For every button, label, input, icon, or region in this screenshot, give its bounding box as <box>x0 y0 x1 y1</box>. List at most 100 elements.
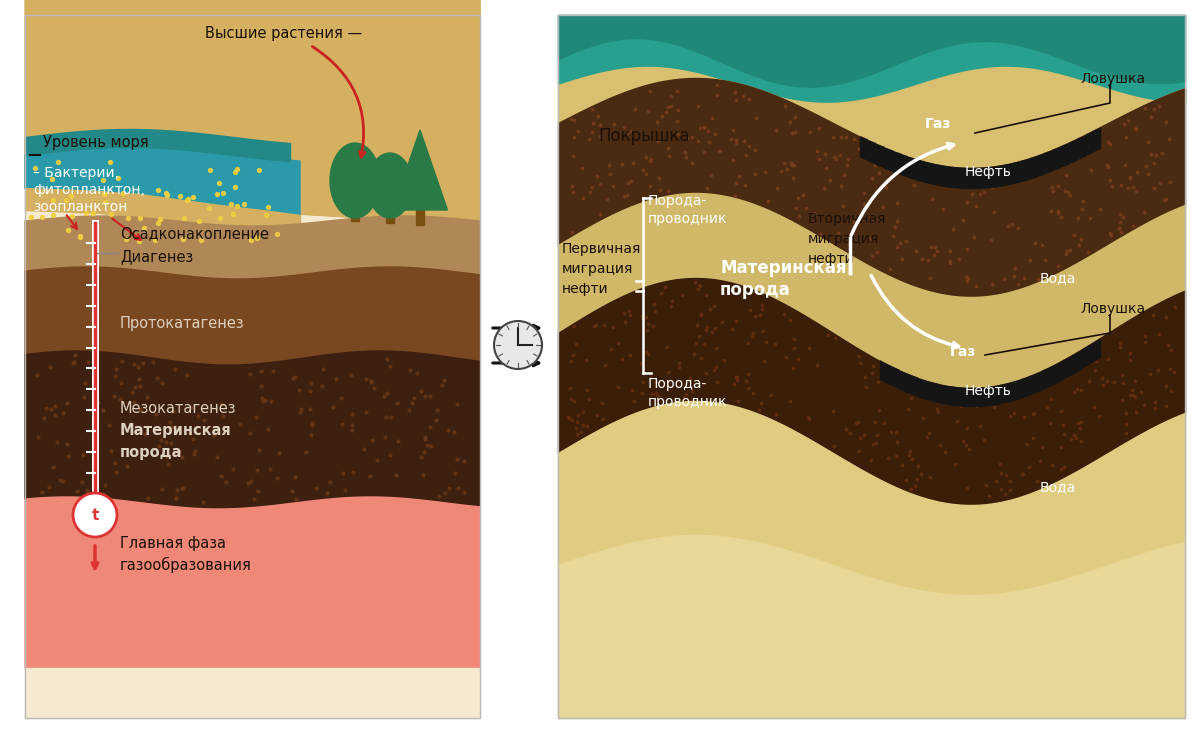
Point <box>66 350 85 361</box>
Point <box>840 239 859 251</box>
Point <box>560 383 580 394</box>
Point <box>574 406 593 418</box>
Text: проводник: проводник <box>648 212 727 226</box>
Point <box>725 86 744 98</box>
Point <box>400 404 419 416</box>
Point <box>128 361 148 373</box>
Point <box>708 89 727 101</box>
Point <box>301 429 320 441</box>
Point <box>623 384 642 396</box>
Point <box>566 339 586 350</box>
Point <box>42 173 61 185</box>
Point <box>206 451 226 463</box>
Point <box>1157 193 1176 205</box>
Point <box>724 378 743 390</box>
Point <box>836 423 856 435</box>
Point <box>210 212 229 224</box>
Text: порода: порода <box>720 281 791 299</box>
Point <box>64 357 83 369</box>
Point <box>574 419 593 431</box>
Point <box>708 377 727 388</box>
Point <box>637 346 656 358</box>
Point <box>1049 260 1068 272</box>
Point <box>247 232 266 243</box>
Point <box>241 475 260 487</box>
Point <box>156 187 175 199</box>
Point <box>83 207 102 218</box>
Point <box>845 216 864 228</box>
Text: нефти: нефти <box>808 252 854 266</box>
Point <box>22 211 41 223</box>
Point <box>726 134 745 146</box>
Point <box>986 475 1006 487</box>
Point <box>925 161 944 173</box>
Point <box>1057 245 1076 257</box>
Point <box>454 486 473 498</box>
Point <box>1111 179 1130 191</box>
Point <box>746 112 766 124</box>
Point <box>874 417 893 429</box>
Text: Материнская: Материнская <box>720 259 846 277</box>
Point <box>946 458 965 470</box>
Point <box>292 403 311 415</box>
Point <box>912 253 931 265</box>
Point <box>54 408 73 419</box>
Point <box>646 305 665 317</box>
Point <box>1091 204 1110 216</box>
Point <box>134 428 154 440</box>
Point <box>941 246 960 257</box>
Point <box>823 405 842 417</box>
Point <box>1162 345 1181 356</box>
Text: Высшие растения —: Высшие растения — <box>205 26 362 41</box>
Point <box>1004 270 1024 281</box>
Point <box>193 496 212 508</box>
Point <box>1118 114 1138 126</box>
Point <box>848 416 868 428</box>
Point <box>1027 476 1046 487</box>
Point <box>563 226 582 238</box>
Point <box>96 196 115 207</box>
Point <box>149 217 168 229</box>
Point <box>1135 103 1154 114</box>
Polygon shape <box>25 0 480 221</box>
Text: t: t <box>91 507 98 523</box>
Point <box>928 402 947 414</box>
Point <box>883 231 902 243</box>
Point <box>823 131 842 143</box>
Point <box>1032 239 1051 251</box>
Point <box>43 195 62 207</box>
Point <box>992 483 1012 495</box>
Point <box>695 147 714 158</box>
Point <box>402 397 421 408</box>
Point <box>750 405 769 416</box>
Point <box>1121 354 1140 366</box>
Point <box>401 364 420 376</box>
Point <box>157 451 176 463</box>
Point <box>263 365 282 377</box>
Point <box>881 263 900 275</box>
Point <box>78 485 97 496</box>
Point <box>982 387 1001 399</box>
Point <box>1032 441 1051 452</box>
Point <box>1002 383 1021 395</box>
Point <box>1123 220 1142 232</box>
Point <box>572 163 592 174</box>
Point <box>332 418 352 430</box>
Point <box>259 202 278 213</box>
Point <box>838 153 857 165</box>
Point <box>668 357 688 369</box>
Point <box>726 371 745 383</box>
Point <box>923 194 942 205</box>
Point <box>146 408 166 419</box>
Point <box>743 331 762 342</box>
Point <box>344 466 364 478</box>
Point <box>698 125 718 136</box>
Point <box>1111 342 1130 353</box>
Point <box>632 387 652 399</box>
Point <box>799 413 818 425</box>
Point <box>116 233 136 245</box>
Point <box>1156 380 1175 391</box>
Point <box>108 172 127 184</box>
Point <box>32 487 52 498</box>
Point <box>252 365 271 377</box>
